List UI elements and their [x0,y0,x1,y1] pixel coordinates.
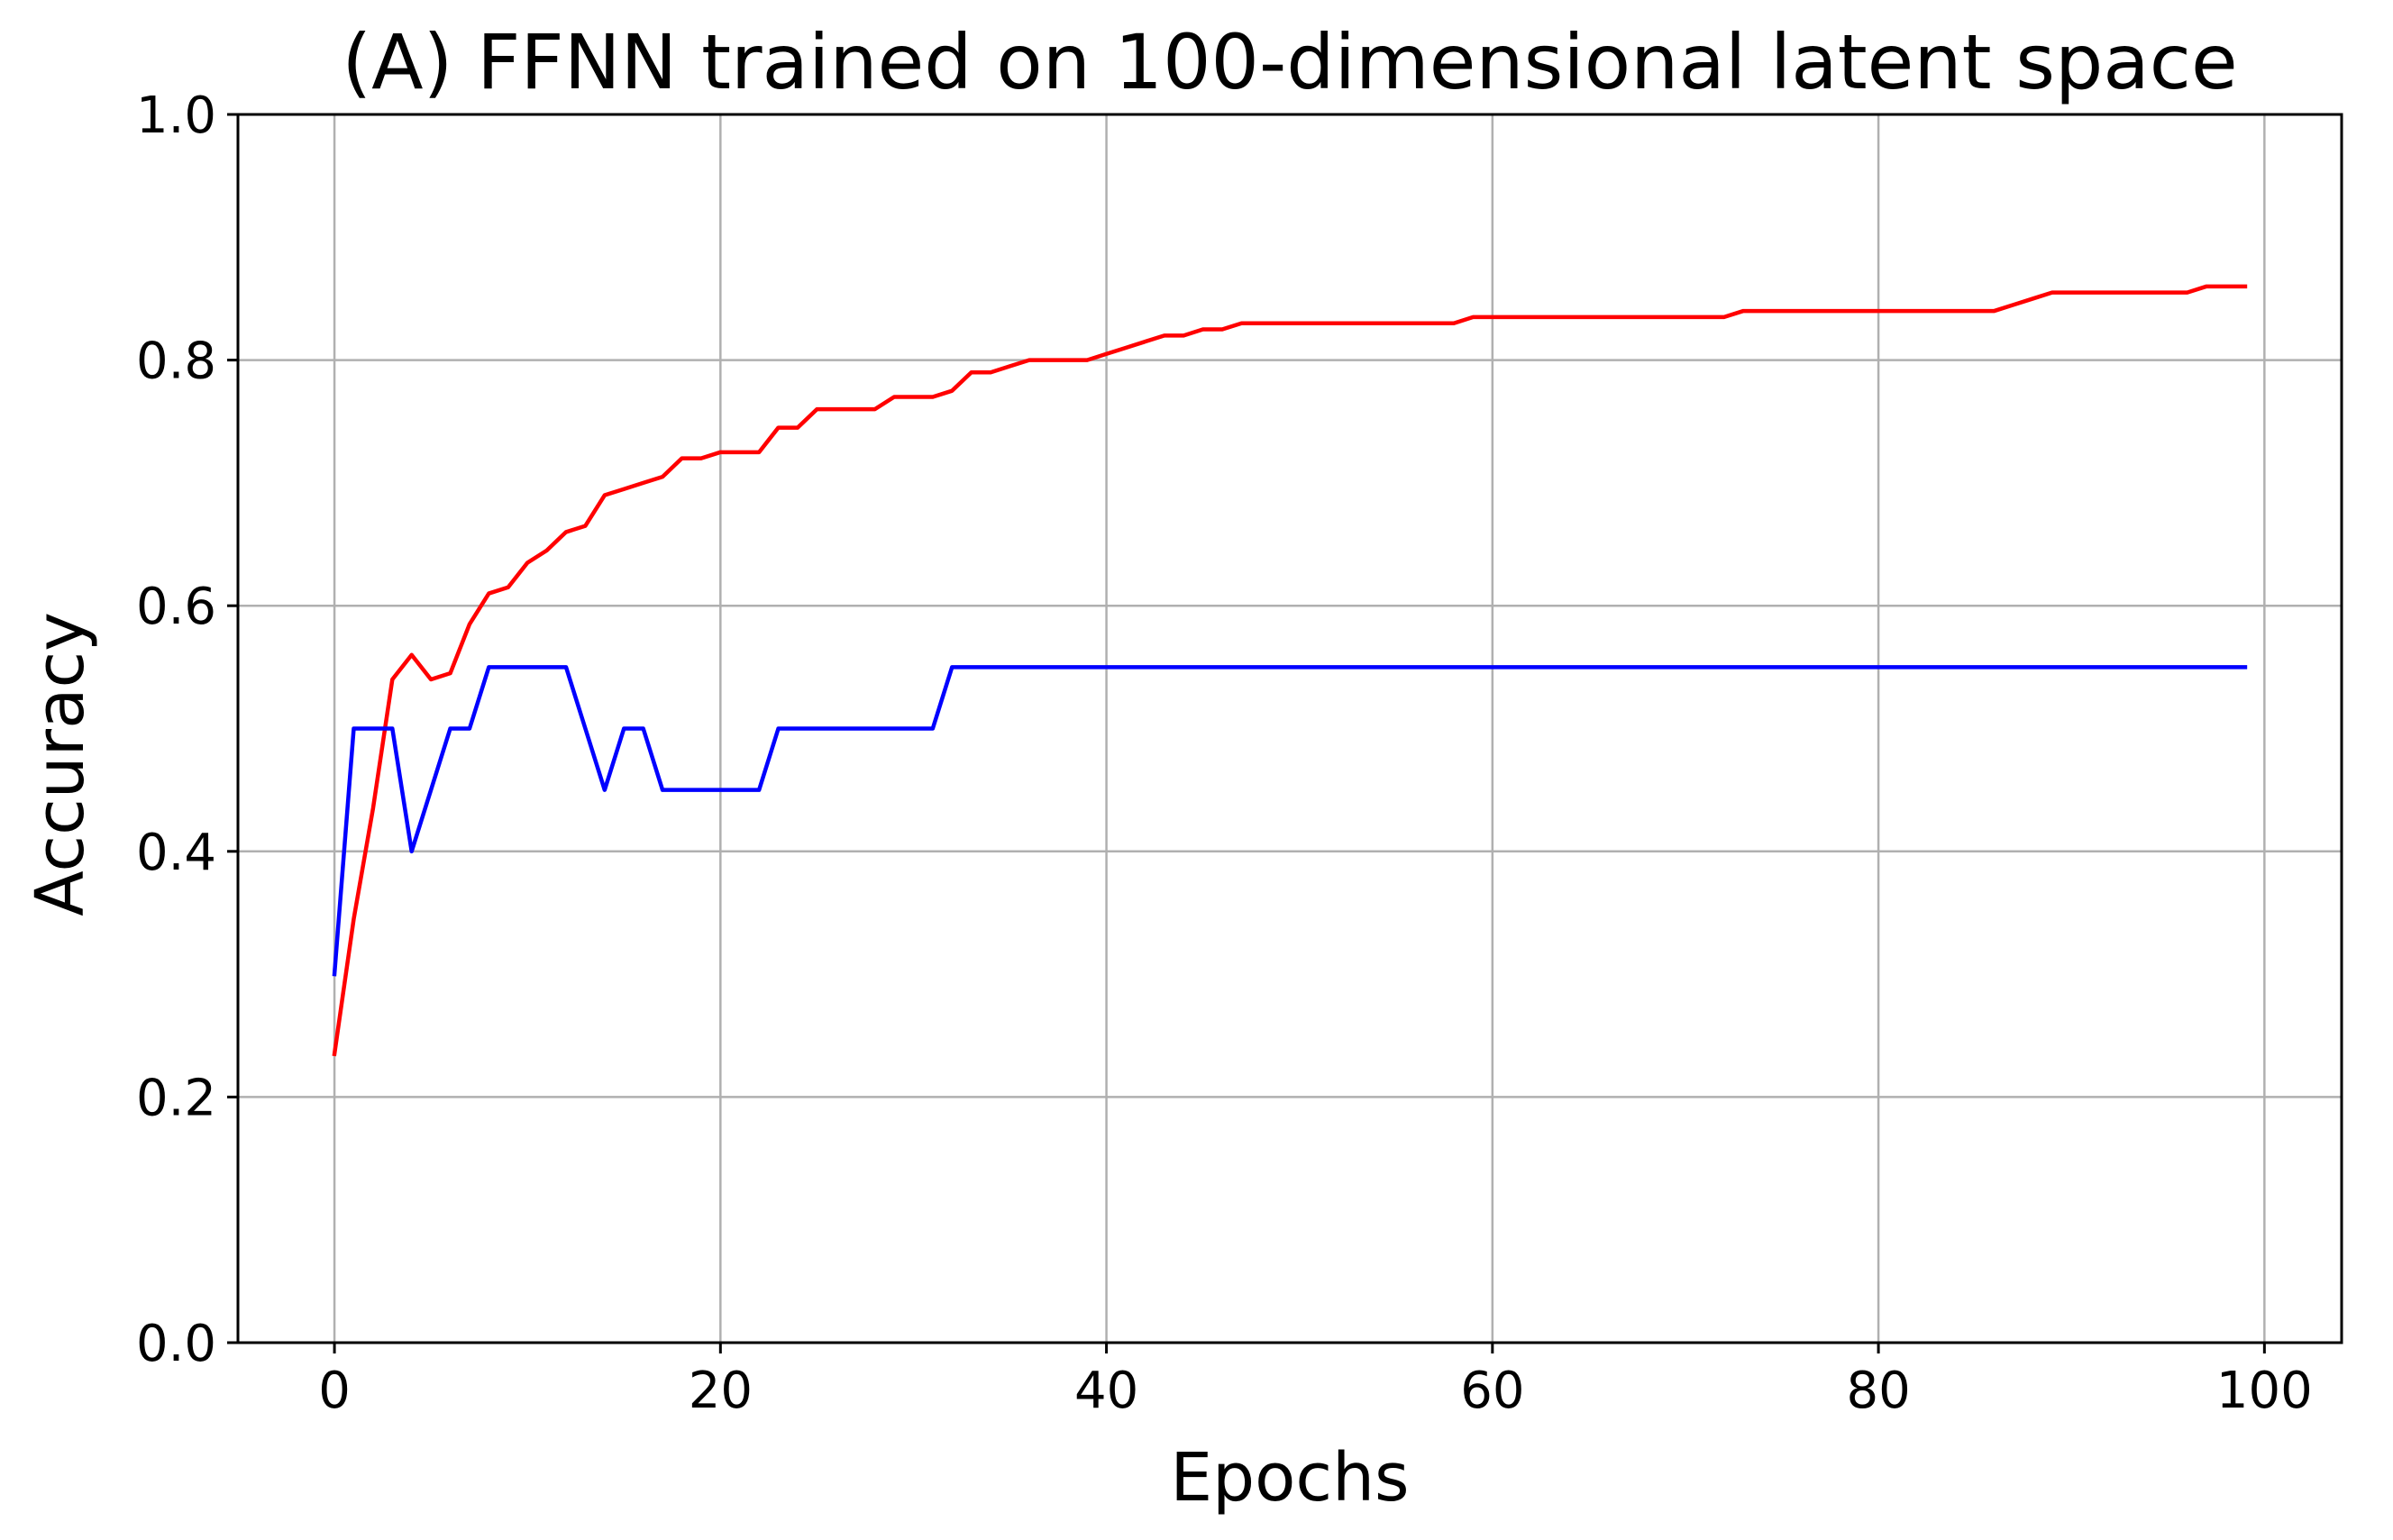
series-line-1 [332,665,2248,977]
y-tick-label: 0.4 [136,824,216,882]
y-axis-label: Accuracy [22,612,99,916]
x-tick-label: 100 [2216,1362,2313,1420]
chart-title: (A) FFNN trained on 100-dimensional late… [342,18,2237,106]
x-axis-label: Epochs [1170,1439,1409,1517]
y-tick-label: 1.0 [136,87,216,145]
y-tick-label: 0.2 [136,1069,216,1127]
x-tick-label: 60 [1460,1362,1524,1420]
series-lines [332,284,2248,1057]
x-tick-label: 80 [1846,1362,1910,1420]
x-tick-label: 40 [1074,1362,1138,1420]
x-tick-label: 20 [689,1362,753,1420]
x-tick-label: 0 [318,1362,351,1420]
series-line-0 [332,284,2248,1057]
axis-ticks: 0 20 40 60 80 100 0.0 0.2 0.4 0.6 0.8 1.0 [136,87,2313,1420]
y-tick-label: 0.8 [136,333,216,391]
plot-frame [236,113,2343,1344]
y-tick-label: 0.6 [136,578,216,636]
y-tick-label: 0.0 [136,1315,216,1373]
